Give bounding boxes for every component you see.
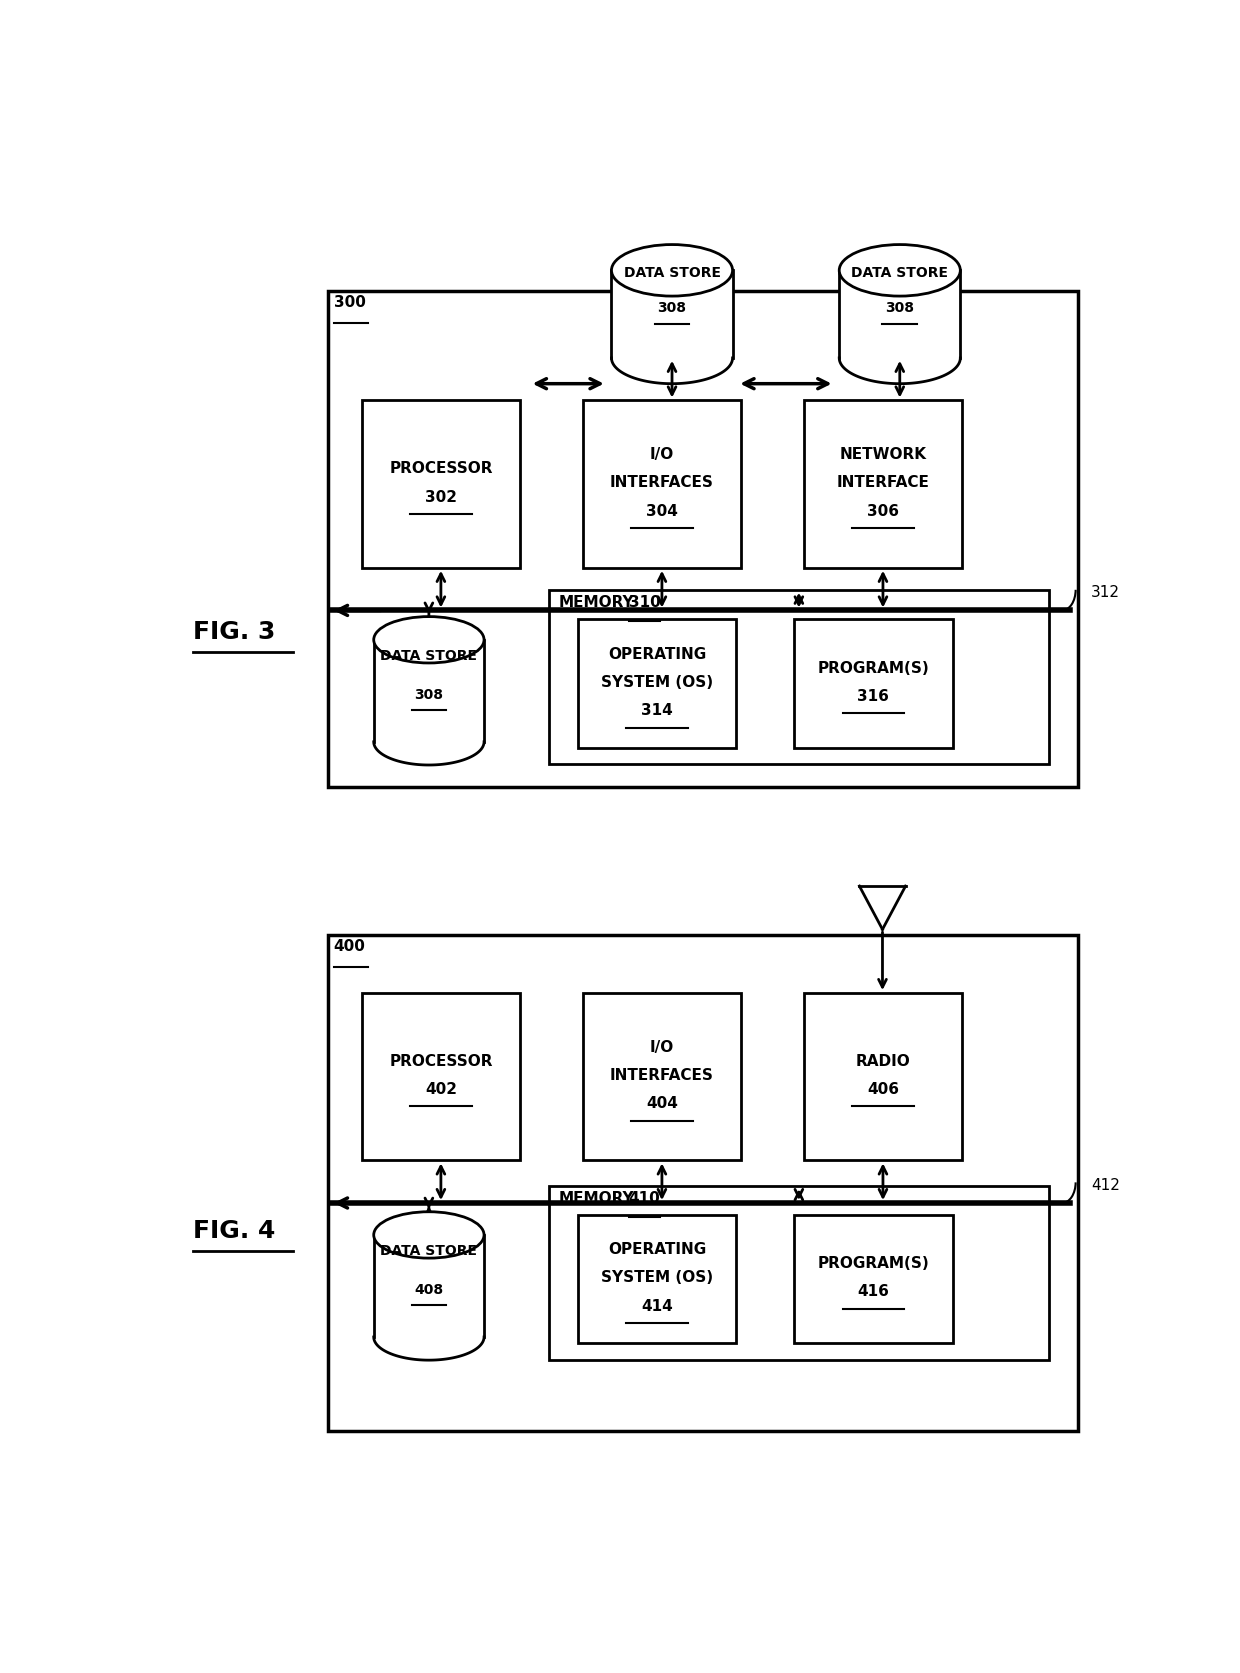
Text: MEMORY: MEMORY: [558, 1191, 634, 1206]
Text: 312: 312: [1091, 586, 1120, 601]
Text: 414: 414: [641, 1298, 673, 1313]
Text: PROGRAM(S): PROGRAM(S): [817, 1256, 929, 1271]
Text: PROGRAM(S): PROGRAM(S): [817, 661, 929, 676]
FancyBboxPatch shape: [578, 619, 737, 748]
FancyBboxPatch shape: [794, 619, 952, 748]
Text: 316: 316: [857, 689, 889, 704]
Text: 400: 400: [334, 939, 366, 954]
Text: SYSTEM (OS): SYSTEM (OS): [601, 1270, 713, 1285]
Text: 404: 404: [646, 1096, 678, 1111]
Text: 308: 308: [657, 301, 687, 315]
Ellipse shape: [611, 244, 733, 296]
FancyBboxPatch shape: [583, 400, 742, 567]
Text: PROCESSOR: PROCESSOR: [389, 462, 492, 477]
Text: DATA STORE: DATA STORE: [381, 649, 477, 663]
FancyBboxPatch shape: [578, 1215, 737, 1343]
Text: PROCESSOR: PROCESSOR: [389, 1054, 492, 1069]
Text: DATA STORE: DATA STORE: [852, 266, 949, 279]
Text: FIG. 3: FIG. 3: [193, 621, 275, 644]
Text: 314: 314: [641, 703, 673, 718]
Text: NETWORK: NETWORK: [839, 447, 926, 462]
FancyBboxPatch shape: [804, 994, 962, 1161]
Text: SYSTEM (OS): SYSTEM (OS): [601, 674, 713, 689]
Text: I/O: I/O: [650, 447, 675, 462]
Text: 410: 410: [629, 1191, 661, 1206]
FancyBboxPatch shape: [327, 935, 1078, 1430]
Bar: [839, 271, 960, 358]
FancyBboxPatch shape: [362, 400, 521, 567]
FancyBboxPatch shape: [327, 291, 1078, 786]
FancyBboxPatch shape: [794, 1215, 952, 1343]
Bar: [373, 1235, 484, 1337]
Text: RADIO: RADIO: [856, 1054, 910, 1069]
Text: OPERATING: OPERATING: [608, 647, 707, 663]
Text: MEMORY: MEMORY: [558, 596, 634, 611]
Text: 406: 406: [867, 1082, 899, 1097]
Text: INTERFACES: INTERFACES: [610, 475, 714, 490]
Ellipse shape: [373, 1211, 484, 1258]
Text: 402: 402: [425, 1082, 456, 1097]
FancyBboxPatch shape: [549, 1186, 1049, 1360]
Text: 416: 416: [857, 1285, 889, 1300]
Bar: [611, 271, 733, 358]
Text: I/O: I/O: [650, 1039, 675, 1054]
Text: 412: 412: [1091, 1178, 1120, 1193]
Text: FIG. 4: FIG. 4: [193, 1220, 275, 1243]
Ellipse shape: [373, 617, 484, 663]
Text: 304: 304: [646, 504, 678, 519]
Text: 300: 300: [334, 294, 366, 310]
FancyBboxPatch shape: [549, 591, 1049, 763]
Text: 306: 306: [867, 504, 899, 519]
FancyBboxPatch shape: [804, 400, 962, 567]
Text: 308: 308: [414, 688, 444, 701]
FancyBboxPatch shape: [583, 994, 742, 1161]
Text: 310: 310: [629, 596, 661, 611]
Text: OPERATING: OPERATING: [608, 1241, 707, 1256]
Text: INTERFACES: INTERFACES: [610, 1067, 714, 1082]
Text: 302: 302: [425, 490, 456, 505]
Text: DATA STORE: DATA STORE: [381, 1245, 477, 1258]
Text: 308: 308: [885, 301, 914, 315]
Bar: [373, 639, 484, 741]
Text: INTERFACE: INTERFACE: [837, 475, 930, 490]
Text: 408: 408: [414, 1283, 444, 1297]
FancyBboxPatch shape: [362, 994, 521, 1161]
Text: DATA STORE: DATA STORE: [624, 266, 720, 279]
Ellipse shape: [839, 244, 960, 296]
